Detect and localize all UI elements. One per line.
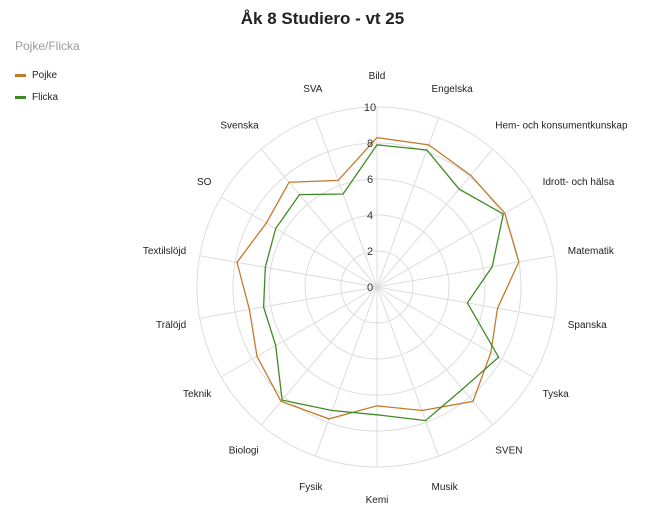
axis-label: Engelska xyxy=(432,84,474,95)
axis-label: Matematik xyxy=(568,246,615,257)
axis-label: SVEN xyxy=(495,445,522,456)
series-line-pojke xyxy=(236,136,520,420)
grid-spoke xyxy=(376,148,494,288)
grid-spoke xyxy=(376,286,534,378)
tick-label: 0 xyxy=(367,282,373,294)
grid-spoke xyxy=(376,286,555,319)
grid-spoke xyxy=(376,117,440,288)
axis-label: Idrott- och hälsa xyxy=(543,177,615,188)
grid-spoke xyxy=(376,286,440,457)
axis-label: Spanska xyxy=(568,320,607,331)
grid-spoke xyxy=(199,255,378,288)
grid-spoke xyxy=(220,196,378,288)
axis-label: SVA xyxy=(303,84,323,95)
grid-spoke xyxy=(220,286,378,378)
tick-label: 8 xyxy=(367,138,373,150)
grid-spoke xyxy=(314,286,378,457)
grid-spoke xyxy=(199,286,378,319)
legend-title: Pojke/Flicka xyxy=(15,39,80,53)
axis-label: Biologi xyxy=(229,445,259,456)
tick-label: 2 xyxy=(367,246,373,258)
axis-label: Svenska xyxy=(220,121,259,132)
series-line-flicka xyxy=(262,144,505,422)
grid-spoke xyxy=(260,286,378,426)
grid-spoke xyxy=(376,286,494,426)
legend-item-flicka[interactable]: Flicka xyxy=(15,92,58,106)
axis-label: Bild xyxy=(369,71,386,82)
legend-label-flicka: Flicka xyxy=(32,92,59,103)
axis-label: Musik xyxy=(432,482,459,493)
tick-label: 10 xyxy=(364,102,376,114)
legend-swatch-flicka xyxy=(15,96,26,99)
grid-spoke xyxy=(376,196,534,288)
axis-label: Fysik xyxy=(299,482,323,493)
axis-label: Hem- och konsumentkunskap xyxy=(495,121,628,132)
grid-spoke xyxy=(260,148,378,288)
axis-label: Textilslöjd xyxy=(143,246,186,257)
chart-title: Åk 8 Studiero - vt 25 xyxy=(240,9,405,28)
grid-spoke xyxy=(376,255,555,288)
axis-label: Kemi xyxy=(366,495,389,506)
axis-label: Tyska xyxy=(543,389,570,400)
axis-label: SO xyxy=(197,177,212,188)
legend-swatch-pojke xyxy=(15,74,26,77)
axis-label: Trälöjd xyxy=(156,320,186,331)
legend-item-pojke[interactable]: Pojke xyxy=(15,70,57,84)
tick-label: 6 xyxy=(367,174,373,186)
tick-label: 4 xyxy=(367,210,373,222)
grid-spoke xyxy=(314,117,378,288)
legend-label-pojke: Pojke xyxy=(32,70,58,81)
axis-label: Teknik xyxy=(183,389,212,400)
